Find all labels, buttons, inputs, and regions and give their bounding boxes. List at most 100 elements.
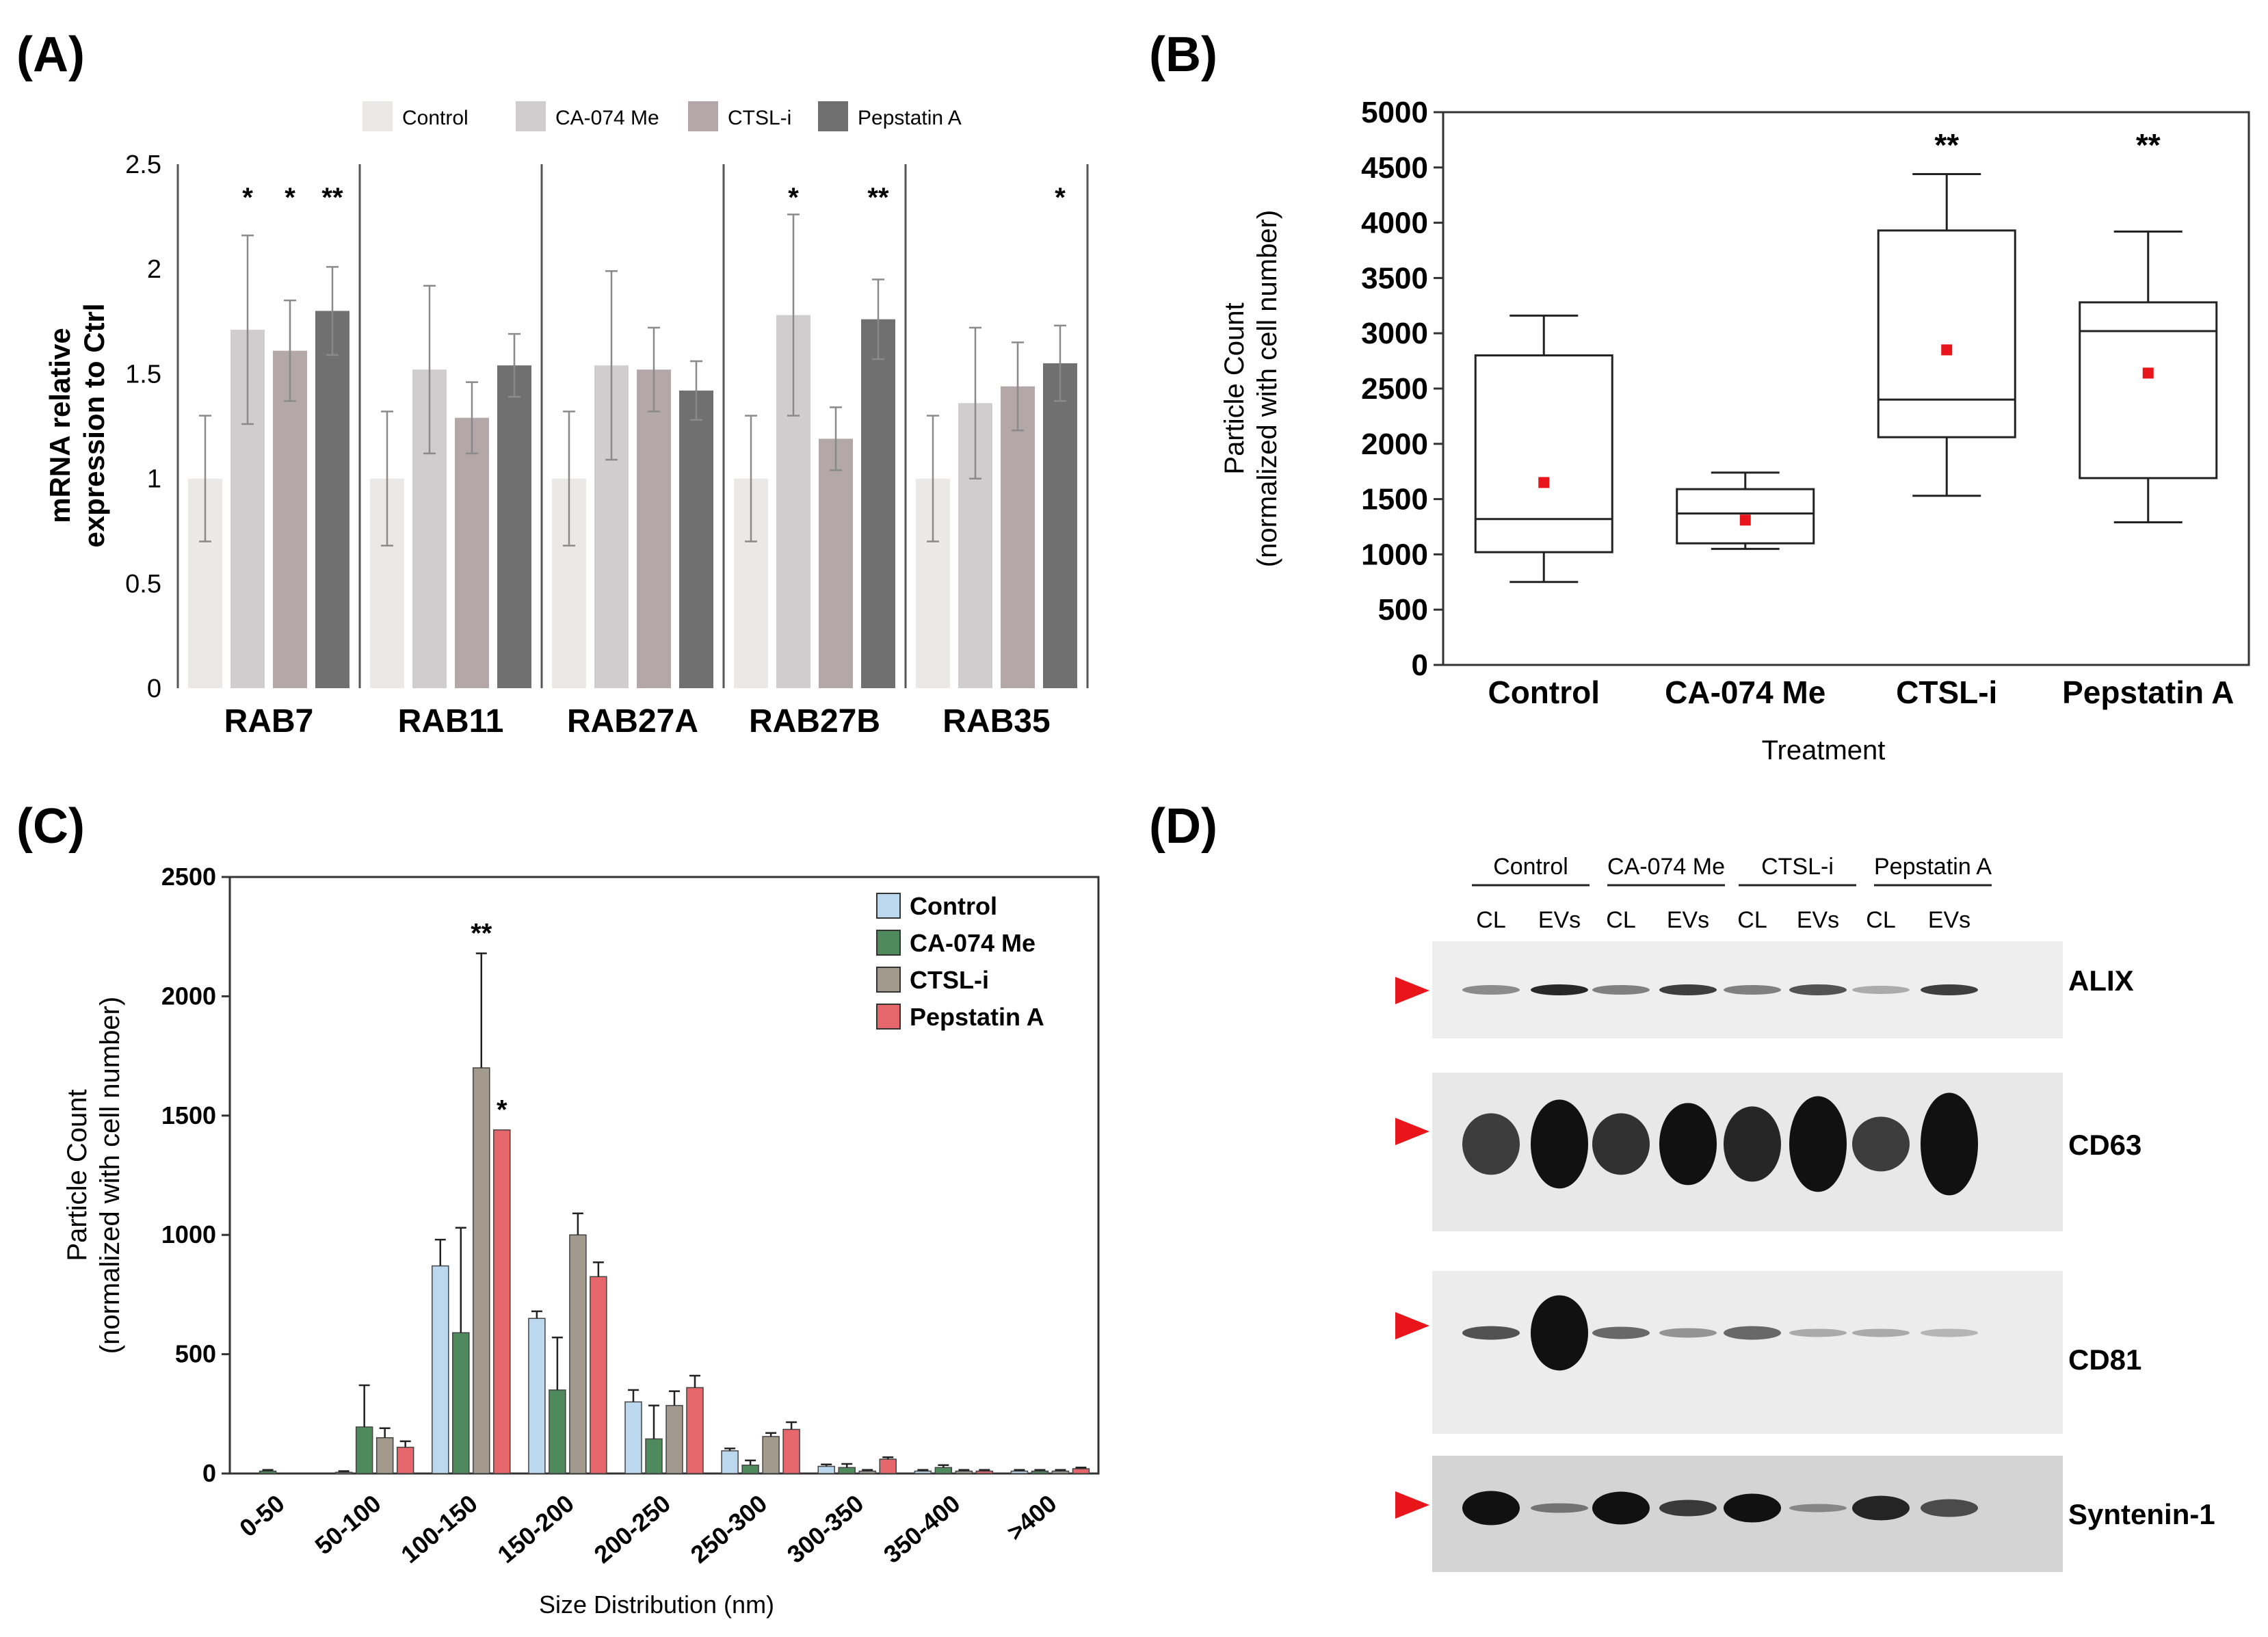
panel-a-y-tick-label: 2.5	[125, 150, 161, 179]
panel-a-significance-mark: *	[242, 183, 253, 213]
panel-c-x-tick-label: 250-300	[685, 1489, 773, 1569]
blot-band	[1921, 1499, 1978, 1517]
blot-lane-label: EVs	[1928, 907, 1970, 933]
panel-c-y-axis-title-line2: (normalized with cell number)	[95, 997, 125, 1354]
panel-b-y-tick-label: 3500	[1361, 261, 1428, 295]
panel-b-mean-marker	[1538, 477, 1550, 488]
panel-c-legend-swatch	[876, 1004, 901, 1030]
panel-c-bar	[1010, 1470, 1029, 1474]
panel-a-category-label: RAB27A	[567, 703, 698, 739]
panel-a-category-label: RAB27B	[749, 703, 880, 739]
panel-c-bar	[955, 1470, 973, 1474]
panel-a-legend-label: CTSL-i	[728, 107, 791, 129]
panel-a-significance-mark: *	[788, 183, 799, 213]
panel-c-y-tick-label: 500	[175, 1340, 216, 1368]
panel-a-bar	[679, 390, 713, 688]
panel-a-bars: RAB7 RAB11 RAB27A RAB27B RAB35* * ** * ** *	[188, 183, 1077, 739]
panel-b-box	[2079, 301, 2218, 480]
blot-group-label: CA-074 Me	[1607, 854, 1725, 880]
panel-b-y-tick-label: 1500	[1361, 483, 1428, 516]
blot-protein-label: Syntenin-1	[2068, 1498, 2215, 1530]
blot-band	[1592, 1326, 1650, 1339]
blot-band	[1531, 984, 1588, 995]
panel-c-legend-label: Pepstatin A	[910, 1003, 1044, 1031]
panel-label-c: (C)	[16, 799, 85, 854]
panel-c-bar	[432, 1265, 449, 1474]
panel-b-y-tick-label: 500	[1378, 593, 1428, 627]
blot-band	[1789, 1328, 1847, 1337]
blot-group-label: Pepstatin A	[1874, 854, 1992, 880]
panel-b-x-axis-title: Treatment	[1762, 735, 1886, 765]
panel-c-legend-swatch	[876, 893, 901, 919]
panel-d-western-blot: Control CA-074 Me CTSL-i Pepstatin A CL EVs CL…	[1395, 854, 2215, 1572]
blot-band	[1531, 1503, 1588, 1513]
blot-protein-label: CD81	[2068, 1344, 2141, 1376]
panel-c-bar	[762, 1436, 780, 1474]
panel-b-category-label: CTSL-i	[1896, 675, 1997, 710]
blot-band	[1789, 1504, 1847, 1512]
panel-b-y-tick-label: 4000	[1361, 207, 1428, 240]
panel-b-mean-marker	[1739, 514, 1751, 526]
panel-c-bar	[1031, 1470, 1049, 1474]
panel-b-box	[1877, 229, 2016, 438]
blot-lane-label: EVs	[1667, 907, 1709, 933]
panel-c-x-tick-label: 300-350	[782, 1489, 869, 1569]
panel-label-b: (B)	[1149, 27, 1217, 82]
panel-b-y-tick-label: 4500	[1361, 151, 1428, 185]
blot-group-label: Control	[1493, 854, 1568, 880]
blot-band	[1659, 1500, 1717, 1517]
panel-b-mean-marker	[2142, 367, 2154, 379]
blot-band	[1789, 1096, 1847, 1192]
panel-c-chart: 0 500 1000 1500 2000 2500 0-50 50-100 100-150 150…	[62, 863, 1100, 1619]
blot-band	[1462, 1326, 1520, 1340]
panel-a-legend-label: Pepstatin A	[858, 107, 962, 129]
panel-a-bar	[455, 417, 489, 688]
blot-protein-label: CD63	[2068, 1129, 2141, 1161]
panel-a-bar	[1001, 386, 1035, 688]
panel-a-category-label: RAB7	[224, 703, 314, 739]
blot-band	[1789, 984, 1847, 995]
panel-c-bar	[334, 1471, 353, 1474]
blot-band	[1724, 1326, 1781, 1340]
panel-c-x-tick-label: 350-400	[878, 1489, 966, 1569]
panel-c-legend-label: Control	[910, 892, 997, 920]
panel-b-y-tick-label: 0	[1412, 649, 1428, 682]
panel-b-category-label: Control	[1488, 675, 1600, 710]
panel-label-a: (A)	[16, 27, 85, 82]
panel-b-boxes: Control CA-074 Me ** CTSL-i ** Pepstatin A	[1474, 127, 2234, 710]
panel-c-bar	[396, 1446, 414, 1474]
panel-c-bar	[375, 1437, 394, 1474]
panel-c-legend: Control CA-074 Me CTSL-i Pepstatin A	[876, 892, 1044, 1031]
panel-b-significance-mark: **	[1934, 127, 1959, 163]
blot-lane-label: CL	[1606, 907, 1635, 933]
panel-c-bar	[569, 1234, 587, 1474]
panel-a-y-tick-label: 2	[147, 255, 161, 284]
blot-band	[1724, 1493, 1781, 1523]
panel-a-legend-swatch	[516, 101, 546, 131]
panel-c-x-tick-label: 100-150	[395, 1489, 483, 1569]
panel-a-bar	[637, 369, 671, 688]
blot-band	[1659, 1328, 1717, 1338]
blot-group-label: CTSL-i	[1761, 854, 1834, 880]
panel-b-y-tick-label: 2000	[1361, 428, 1428, 461]
panel-a-significance-mark: *	[285, 183, 295, 213]
panel-b-significance-mark: **	[2136, 127, 2161, 163]
panel-a-bar	[315, 311, 350, 689]
panel-b-chart: 0 500 1000 1500 2000 2500 3000 3500 4000 4500 5000…	[1219, 96, 2250, 765]
panel-c-bar	[473, 1067, 490, 1474]
blot-band	[1592, 1491, 1650, 1525]
blot-band	[1852, 1495, 1910, 1521]
blot-band	[1592, 1113, 1650, 1175]
blot-band	[1462, 985, 1520, 995]
blot-band	[1462, 1491, 1520, 1525]
panel-a-significance-mark: **	[321, 183, 343, 213]
panel-a-bar	[497, 365, 531, 688]
panel-c-x-tick-label: 200-250	[589, 1489, 676, 1569]
panel-a-y-tick-label: 0.5	[125, 570, 161, 599]
panel-a-legend-label: Control	[402, 107, 469, 129]
panel-a-bar	[819, 438, 853, 688]
blot-band	[1724, 985, 1781, 995]
blot-band	[1659, 1103, 1717, 1186]
panel-a-legend-swatch	[818, 101, 848, 131]
panel-c-bar	[1051, 1470, 1070, 1474]
